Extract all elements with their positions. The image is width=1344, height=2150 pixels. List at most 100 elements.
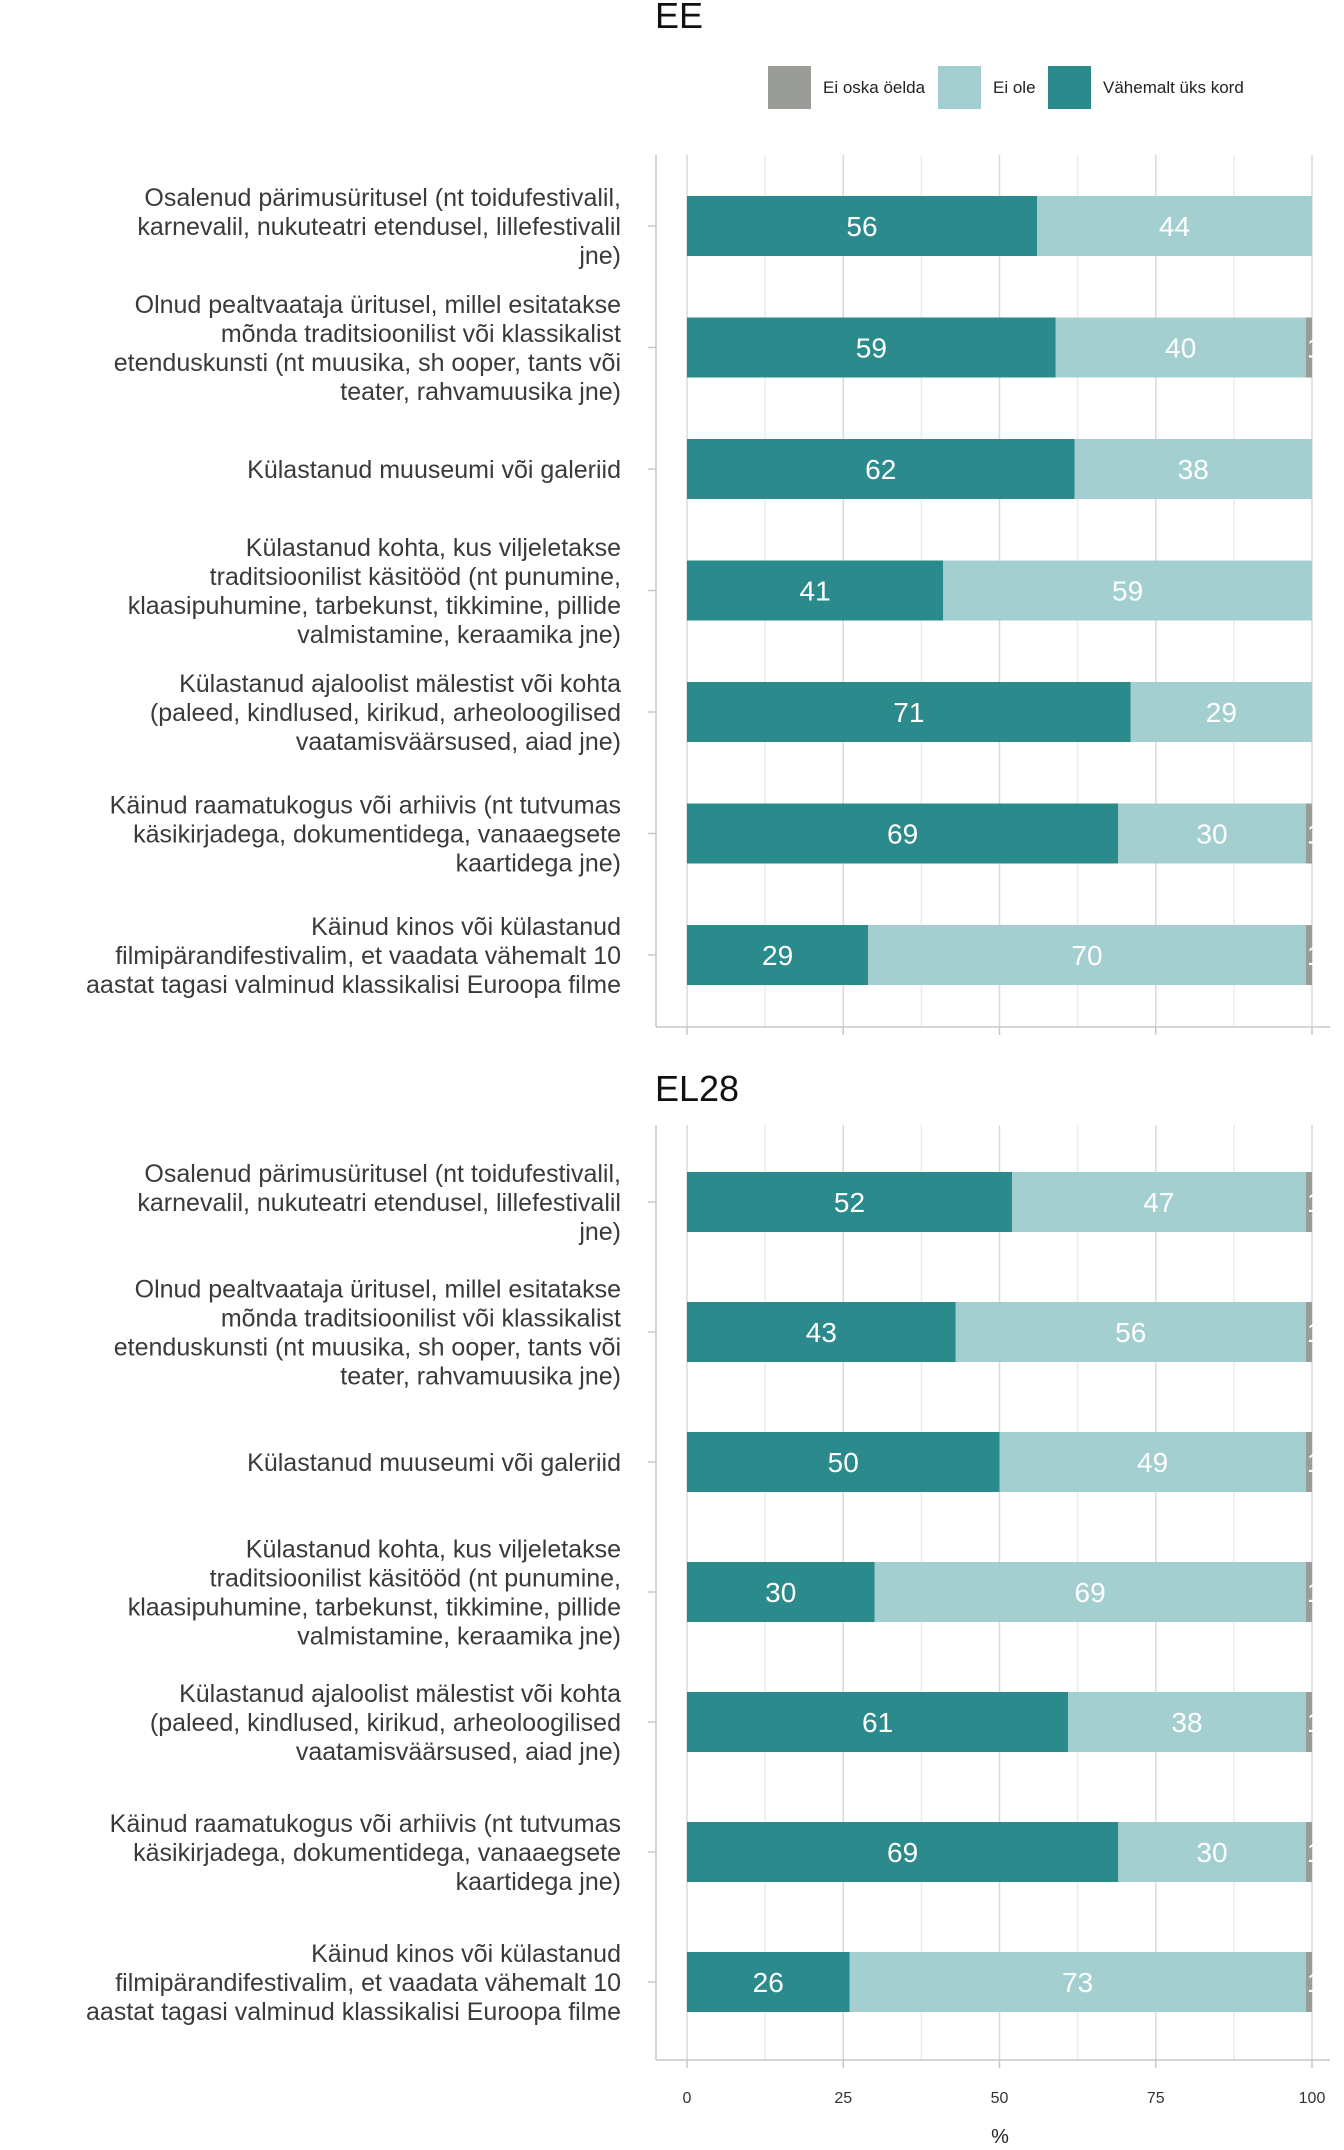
x-tick-label: 25 — [834, 2090, 852, 2107]
category-label: Käinud raamatukogus või arhiivis (nt tut… — [110, 792, 621, 878]
bar-value-label: 38 — [1178, 454, 1209, 485]
bar-value-label: 52 — [834, 1187, 865, 1218]
bar-segment — [687, 1562, 875, 1622]
x-tick-label: 75 — [1147, 2090, 1165, 2107]
category-label: Külastanud kohta, kus viljeletakse tradit… — [128, 534, 621, 649]
bar-value-label: 47 — [1143, 1187, 1174, 1218]
bar-segment — [1305, 1302, 1312, 1362]
bar-value-label: 1 — [1307, 1577, 1323, 1608]
bar-segment — [1305, 1562, 1312, 1622]
bar-segment — [943, 560, 1312, 621]
bar-value-label: 1 — [1307, 1707, 1323, 1738]
bar-value-label: 43 — [806, 1317, 837, 1348]
bar-value-label: 69 — [887, 1837, 918, 1868]
legend-swatch — [1048, 66, 1091, 109]
bar-value-label: 29 — [1206, 697, 1237, 728]
bar-value-label: 59 — [1112, 576, 1143, 607]
bar-segment — [1305, 1952, 1312, 2012]
category-label: Külastanud ajaloolist mälestist või koht… — [150, 670, 621, 756]
bar-value-label: 30 — [1196, 1837, 1227, 1868]
bar-value-label: 30 — [1196, 819, 1227, 850]
bar-value-label: 1 — [1307, 1447, 1323, 1478]
bar-segment — [687, 925, 869, 985]
bar-segment — [999, 1432, 1306, 1492]
legend-label: Vähemalt üks kord — [1103, 78, 1244, 97]
category-label: Külastanud muuseumi või galeriid — [247, 1449, 621, 1477]
category-label: Käinud raamatukogus või arhiivis (nt tut… — [110, 1810, 621, 1896]
bar-segment — [1305, 803, 1312, 864]
bar-value-label: 1 — [1307, 1187, 1323, 1218]
bar-value-label: 69 — [887, 819, 918, 850]
category-label: Osalenud pärimusüritusel (nt toidufestiv… — [137, 1160, 621, 1246]
bar-value-label: 70 — [1071, 940, 1102, 971]
bar-segment — [687, 560, 944, 621]
bar-segment — [1055, 317, 1306, 378]
bar-value-label: 56 — [1115, 1317, 1146, 1348]
bar-value-label: 41 — [800, 576, 831, 607]
category-label: Külastanud kohta, kus viljeletakse tradit… — [128, 1536, 621, 1651]
bar-value-label: 49 — [1137, 1447, 1168, 1478]
panel-el28: EL28 Osalenud pärimusüritusel (nt toidufe… — [86, 1068, 1330, 2148]
bar-segment — [955, 1302, 1306, 1362]
bar-segment — [1118, 803, 1306, 864]
x-tick-label: 0 — [683, 2090, 692, 2107]
bar-value-label: 62 — [865, 454, 896, 485]
bar-value-label: 1 — [1307, 940, 1323, 971]
bar-segment — [687, 682, 1131, 742]
bar-value-label: 29 — [762, 940, 793, 971]
bar-segment — [687, 317, 1056, 378]
category-label: Külastanud muuseumi või galeriid — [247, 456, 621, 484]
bar-value-label: 38 — [1171, 1707, 1202, 1738]
bar-segment — [1305, 1172, 1312, 1232]
bar-segment — [1305, 1822, 1312, 1882]
bar-segment — [1305, 1432, 1312, 1492]
bar-segment — [868, 925, 1306, 985]
bar-value-label: 73 — [1062, 1967, 1093, 1998]
bar-segment — [687, 803, 1119, 864]
bar-segment — [1037, 196, 1312, 256]
x-axis-title: % — [991, 2126, 1009, 2148]
category-label: Olnud pealtvaataja üritusel, millel esit… — [114, 291, 621, 406]
x-tick-label: 50 — [991, 2090, 1009, 2107]
bar-segment — [687, 1822, 1119, 1882]
bar-segment — [874, 1562, 1306, 1622]
bar-segment — [1068, 1692, 1306, 1752]
bar-value-label: 1 — [1307, 819, 1323, 850]
bar-segment — [687, 1302, 956, 1362]
bar-segment — [687, 1172, 1012, 1232]
bar-segment — [849, 1952, 1306, 2012]
bar-value-label: 69 — [1075, 1577, 1106, 1608]
bar-value-label: 26 — [753, 1967, 784, 1998]
legend-label: Ei ole — [993, 78, 1036, 97]
bar-value-label: 56 — [846, 211, 877, 242]
bar-value-label: 40 — [1165, 333, 1196, 364]
bar-value-label: 1 — [1307, 1837, 1323, 1868]
bar-value-label: 1 — [1307, 1317, 1323, 1348]
bar-value-label: 71 — [893, 697, 924, 728]
bar-value-label: 30 — [765, 1577, 796, 1608]
bar-segment — [1012, 1172, 1306, 1232]
bar-segment — [1130, 682, 1312, 742]
bar-segment — [687, 1692, 1069, 1752]
bar-segment — [687, 196, 1037, 256]
legend: Ei oska öelda Ei ole Vähemalt üks kord — [768, 66, 1244, 109]
bar-segment — [1074, 439, 1312, 499]
bar-value-label: 59 — [856, 333, 887, 364]
panel-ee: EE Osalenud pärimusüritusel (nt toidufest… — [86, 0, 1330, 1035]
bar-value-label: 61 — [862, 1707, 893, 1738]
bar-segment — [1118, 1822, 1306, 1882]
bar-value-label: 1 — [1307, 1967, 1323, 1998]
bar-segment — [1305, 317, 1312, 378]
legend-swatch — [768, 66, 811, 109]
bar-value-label: 50 — [828, 1447, 859, 1478]
category-label: Külastanud ajaloolist mälestist või koht… — [150, 1680, 621, 1766]
x-tick-label: 100 — [1299, 2090, 1326, 2107]
bar-segment — [687, 439, 1075, 499]
bar-segment — [687, 1432, 1000, 1492]
category-label: Olnud pealtvaataja üritusel, millel esit… — [114, 1276, 621, 1391]
legend-swatch — [938, 66, 981, 109]
bar-segment — [687, 1952, 850, 2012]
category-label: Osalenud pärimusüritusel (nt toidufestiv… — [137, 184, 621, 270]
legend-label: Ei oska öelda — [823, 78, 926, 97]
